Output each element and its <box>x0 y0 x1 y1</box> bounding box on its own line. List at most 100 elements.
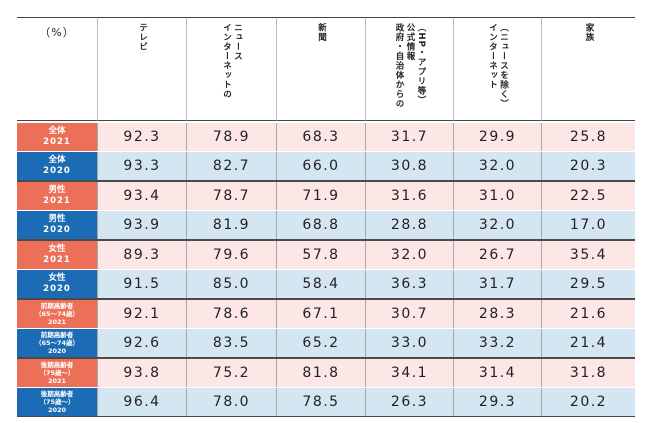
table-row: 前期高齢者 （65～74歳） 2021 92.1 78.6 67.1 30.7 28.3 21.… <box>17 300 635 328</box>
value-cell: 83.5 <box>186 329 276 357</box>
row-label-label: 男性 <box>48 185 66 195</box>
value-cell: 68.3 <box>276 123 365 151</box>
value-cell: 57.8 <box>276 241 365 269</box>
value-cell: 81.8 <box>276 359 365 387</box>
value-cell: 58.4 <box>276 270 365 298</box>
column-header-line: （ニュースを除く） <box>498 23 509 109</box>
column-header-line: ニュース <box>232 23 243 61</box>
row-label-sub: （65～74歳） <box>34 339 80 347</box>
value-cell: 92.1 <box>97 300 186 328</box>
row-label: 前期高齢者 （65～74歳） 2020 <box>17 329 97 357</box>
value-cell: 25.8 <box>541 123 635 151</box>
column-header: 政府・自治体からの 公式情報 （HP・アプリ等） <box>365 17 453 121</box>
unit-header-cell: （%） <box>17 17 97 121</box>
value-cell: 31.7 <box>453 270 541 298</box>
row-label-sub: （75歳～） <box>39 369 75 377</box>
value-cell: 34.1 <box>365 359 453 387</box>
value-cell: 32.0 <box>453 152 541 180</box>
value-cell: 35.4 <box>541 241 635 269</box>
value-cell: 21.6 <box>541 300 635 328</box>
value-cell: 93.8 <box>97 359 186 387</box>
table-bottom-rule <box>17 416 635 417</box>
value-cell: 26.7 <box>453 241 541 269</box>
table-row: 男性 2020 93.9 81.9 68.8 28.8 32.0 17.0 <box>17 211 635 239</box>
column-header-line: インターネット <box>487 23 498 90</box>
column-header: 新聞 <box>276 17 365 121</box>
group-separator <box>17 239 635 241</box>
value-cell: 31.4 <box>453 359 541 387</box>
column-header-text: テレビ <box>98 23 186 52</box>
group-separator <box>17 180 635 182</box>
row-label: 全体 2020 <box>17 152 97 180</box>
value-cell: 71.9 <box>276 182 365 210</box>
column-header-text: 政府・自治体からの 公式情報 （HP・アプリ等） <box>366 23 453 109</box>
value-cell: 30.7 <box>365 300 453 328</box>
value-cell: 89.3 <box>97 241 186 269</box>
value-cell: 85.0 <box>186 270 276 298</box>
column-header-line: （HP・アプリ等） <box>416 23 426 105</box>
value-cell: 82.7 <box>186 152 276 180</box>
value-cell: 78.5 <box>276 388 365 416</box>
value-cell: 78.7 <box>186 182 276 210</box>
row-label-label: 女性 <box>48 273 66 283</box>
row-label-label: 女性 <box>48 244 66 254</box>
row-label-label: 後期高齢者 <box>40 390 74 398</box>
row-label-label: 後期高齢者 <box>40 361 74 369</box>
table-row: 前期高齢者 （65～74歳） 2020 92.6 83.5 65.2 33.0 33.2 21.… <box>17 329 635 357</box>
row-label-sub: （75歳～） <box>39 398 75 406</box>
value-cell: 93.4 <box>97 182 186 210</box>
value-cell: 65.2 <box>276 329 365 357</box>
value-cell: 26.3 <box>365 388 453 416</box>
value-cell: 92.3 <box>97 123 186 151</box>
row-label-sub: 2021 <box>43 255 71 265</box>
value-cell: 68.8 <box>276 211 365 239</box>
table-row: 男性 2021 93.4 78.7 71.9 31.6 31.0 22.5 <box>17 182 635 210</box>
column-header-line: 政府・自治体からの <box>394 23 404 109</box>
value-cell: 32.0 <box>453 211 541 239</box>
value-cell: 33.0 <box>365 329 453 357</box>
column-header-text: 家族 <box>542 23 635 42</box>
value-cell: 31.8 <box>541 359 635 387</box>
row-label: 女性 2020 <box>17 270 97 298</box>
row-label-sub2: 2020 <box>47 347 67 355</box>
value-cell: 30.8 <box>365 152 453 180</box>
row-label-sub: 2020 <box>43 166 71 176</box>
table-row: 全体 2020 93.3 82.7 66.0 30.8 32.0 20.3 <box>17 152 635 180</box>
value-cell: 29.9 <box>453 123 541 151</box>
value-cell: 78.9 <box>186 123 276 151</box>
value-cell: 32.0 <box>365 241 453 269</box>
column-header-line: テレビ <box>137 23 148 52</box>
table-row: 全体 2021 92.3 78.9 68.3 31.7 29.9 25.8 <box>17 123 635 151</box>
row-label-sub: 2021 <box>43 137 71 147</box>
row-label-sub: （65～74歳） <box>34 310 80 318</box>
column-header: インターネットの ニュース <box>186 17 276 121</box>
column-header: 家族 <box>541 17 635 121</box>
column-header-line: 新聞 <box>316 23 327 42</box>
row-label-label: 前期高齢者 <box>40 302 74 310</box>
value-cell: 93.3 <box>97 152 186 180</box>
row-label-sub: 2020 <box>43 225 71 235</box>
value-cell: 28.3 <box>453 300 541 328</box>
value-cell: 92.6 <box>97 329 186 357</box>
group-separator <box>17 298 635 300</box>
row-label-label: 男性 <box>48 214 66 224</box>
row-label-sub: 2020 <box>43 284 71 294</box>
value-cell: 33.2 <box>453 329 541 357</box>
value-cell: 29.5 <box>541 270 635 298</box>
value-cell: 31.0 <box>453 182 541 210</box>
row-label-sub: 2021 <box>43 196 71 206</box>
value-cell: 31.7 <box>365 123 453 151</box>
row-label-label: 全体 <box>48 155 66 165</box>
row-label: 後期高齢者 （75歳～） 2021 <box>17 359 97 387</box>
value-cell: 28.8 <box>365 211 453 239</box>
row-label-sub2: 2021 <box>47 318 67 326</box>
value-cell: 20.3 <box>541 152 635 180</box>
row-label: 全体 2021 <box>17 123 97 151</box>
table-row: 女性 2020 91.5 85.0 58.4 36.3 31.7 29.5 <box>17 270 635 298</box>
value-cell: 36.3 <box>365 270 453 298</box>
table-row: 女性 2021 89.3 79.6 57.8 32.0 26.7 35.4 <box>17 241 635 269</box>
column-header-line: インターネットの <box>221 23 232 99</box>
data-table: （%） テレビ インターネットの ニュース 新聞 政府・自治体からの 公式情報 （HP・アプ… <box>17 17 635 417</box>
value-cell: 20.2 <box>541 388 635 416</box>
value-cell: 93.9 <box>97 211 186 239</box>
